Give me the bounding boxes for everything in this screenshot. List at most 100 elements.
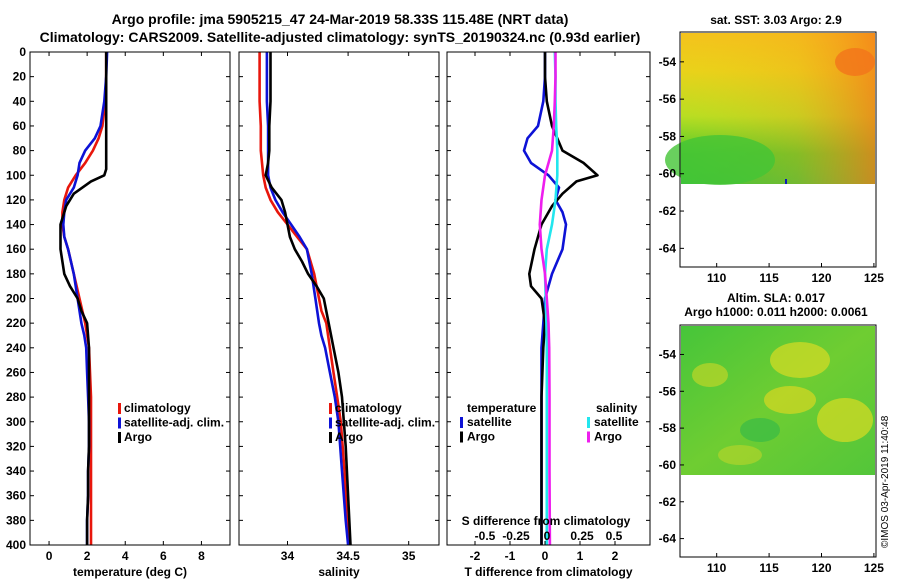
map-x-tick-label: 120 [811,271,831,285]
map-y-tick-label: -60 [659,167,677,181]
map-x-tick-label: 115 [759,561,779,575]
s-tick-label: 0.25 [570,529,594,543]
y-tick-label: 340 [6,464,26,478]
plot-frame [29,51,231,546]
x-axis-label: temperature (deg C) [73,565,187,579]
y-tick-label: 300 [6,415,26,429]
sla-high-patch-4 [692,363,728,387]
series-group [59,52,109,545]
legend-swatch [460,417,463,428]
series-line-t-argo [527,52,599,545]
sst-map-panel: sat. SST: 3.03 Argo: 2.9 110 115 120 125 -54… [659,13,885,285]
x-axis-label: salinity [318,565,360,579]
legend-swatch [587,431,590,443]
sla-heatmap [681,326,875,475]
sla-map-title-1: Altim. SLA: 0.017 [727,291,825,305]
sla-high-patch-2 [764,386,816,414]
legend-swatch [460,431,463,443]
sla-high-patch-5 [718,445,762,465]
title-line-2: Climatology: CARS2009. Satellite-adjuste… [40,29,641,45]
y-tick-label: 360 [6,489,26,503]
x-axis-label: T difference from climatology [464,565,632,579]
map-y-tick-label: -54 [659,347,677,361]
series-line-satellite [61,52,109,545]
y-tick-label: 80 [13,144,27,158]
y-tick-label: 200 [6,292,26,306]
map-y-tick-label: -64 [659,241,677,255]
argo-position-marker [785,179,787,184]
legend-swatch [118,432,121,443]
y-tick-label: 320 [6,439,26,453]
legend-swatch [118,417,121,429]
x-tick-label: 34.5 [336,549,360,563]
sst-map-axes: 110 115 120 125 -54 -56 -58 -60 -62 -64 [659,55,885,285]
s-tick-label: -0.5 [475,529,496,543]
map-y-tick-label: -56 [659,92,677,106]
map-y-tick-label: -58 [659,421,677,435]
sla-map-frame [679,324,877,558]
map-y-tick-label: -62 [659,495,677,509]
map-x-tick-label: 115 [759,271,779,285]
y-tick-label: 260 [6,365,26,379]
sst-heatmap [665,33,875,185]
legend-swatch [118,403,121,414]
y-tick-label: 140 [6,218,26,232]
y-tick-label: 220 [6,316,26,330]
sla-map-axes: 110 115 120 125 -54 -56 -58 -60 -62 -64 [659,347,885,575]
map-y-tick-label: -54 [659,55,677,69]
map-y-tick-label: -58 [659,129,677,143]
series-line-climatology [258,52,351,545]
x-tick-label: 34 [281,549,295,563]
s-tick-label: 0 [544,529,551,543]
sla-map-panel: Altim. SLA: 0.017 Argo h1000: 0.011 h200… [659,291,885,575]
legend-label: climatology [335,401,402,415]
temperature-panel: 0204060801001201401601802002202402602803… [6,45,231,579]
title-line-1: Argo profile: jma 5905215_47 24-Mar-2019… [112,11,569,27]
legend-title-temperature: temperature [467,401,537,415]
y-tick-label: 380 [6,513,26,527]
series-line-s-satellite [543,52,559,545]
map-x-tick-label: 110 [707,561,727,575]
y-tick-label: 40 [13,94,27,108]
legend-label: Argo [335,430,363,444]
legend-swatch [329,432,332,443]
legend-swatch [329,403,332,414]
s-tick-label: 0.5 [606,529,623,543]
y-tick-label: 180 [6,267,26,281]
x-tick-label: 2 [84,549,91,563]
y-tick-label: 100 [6,168,26,182]
x-tick-label: 4 [122,549,129,563]
series-line-argo [264,52,352,545]
x-tick-label: 35 [402,549,416,563]
y-tick-label: 20 [13,70,27,84]
legend-title-salinity: salinity [596,401,638,415]
y-tick-label: 0 [19,45,26,59]
y-tick-label: 120 [6,193,26,207]
y-tick-label: 280 [6,390,26,404]
legend-label: Argo [124,430,152,444]
y-tick-label: 400 [6,538,26,552]
series-line-argo [59,52,108,545]
s-axis-label: S difference from climatology [462,514,631,528]
series-group [522,52,599,545]
sla-high-patch-3 [817,398,873,442]
credit-text: ©IMOS 03-Apr-2019 11:40:48 [880,415,891,548]
series-line-s-argo [538,52,557,545]
map-x-tick-label: 125 [864,561,884,575]
x-tick-label: 2 [612,549,619,563]
legend-label: satellite-adj. clim. [335,416,435,430]
salinity-panel: 34 34.5 35 salinity climatologysatellite-adj… [238,51,440,579]
map-y-tick-label: -56 [659,384,677,398]
plot-frame [238,51,440,546]
x-tick-label: -1 [505,549,516,563]
legend-label: Argo [467,430,495,444]
s-tick-label: -0.25 [502,529,530,543]
map-x-tick-label: 110 [707,271,727,285]
x-tick-label: -2 [470,549,481,563]
map-y-tick-label: -62 [659,204,677,218]
sla-high-patch-1 [770,342,830,378]
map-x-tick-label: 120 [811,561,831,575]
sst-warm-patch [835,48,875,76]
legend-swatch [587,417,590,428]
